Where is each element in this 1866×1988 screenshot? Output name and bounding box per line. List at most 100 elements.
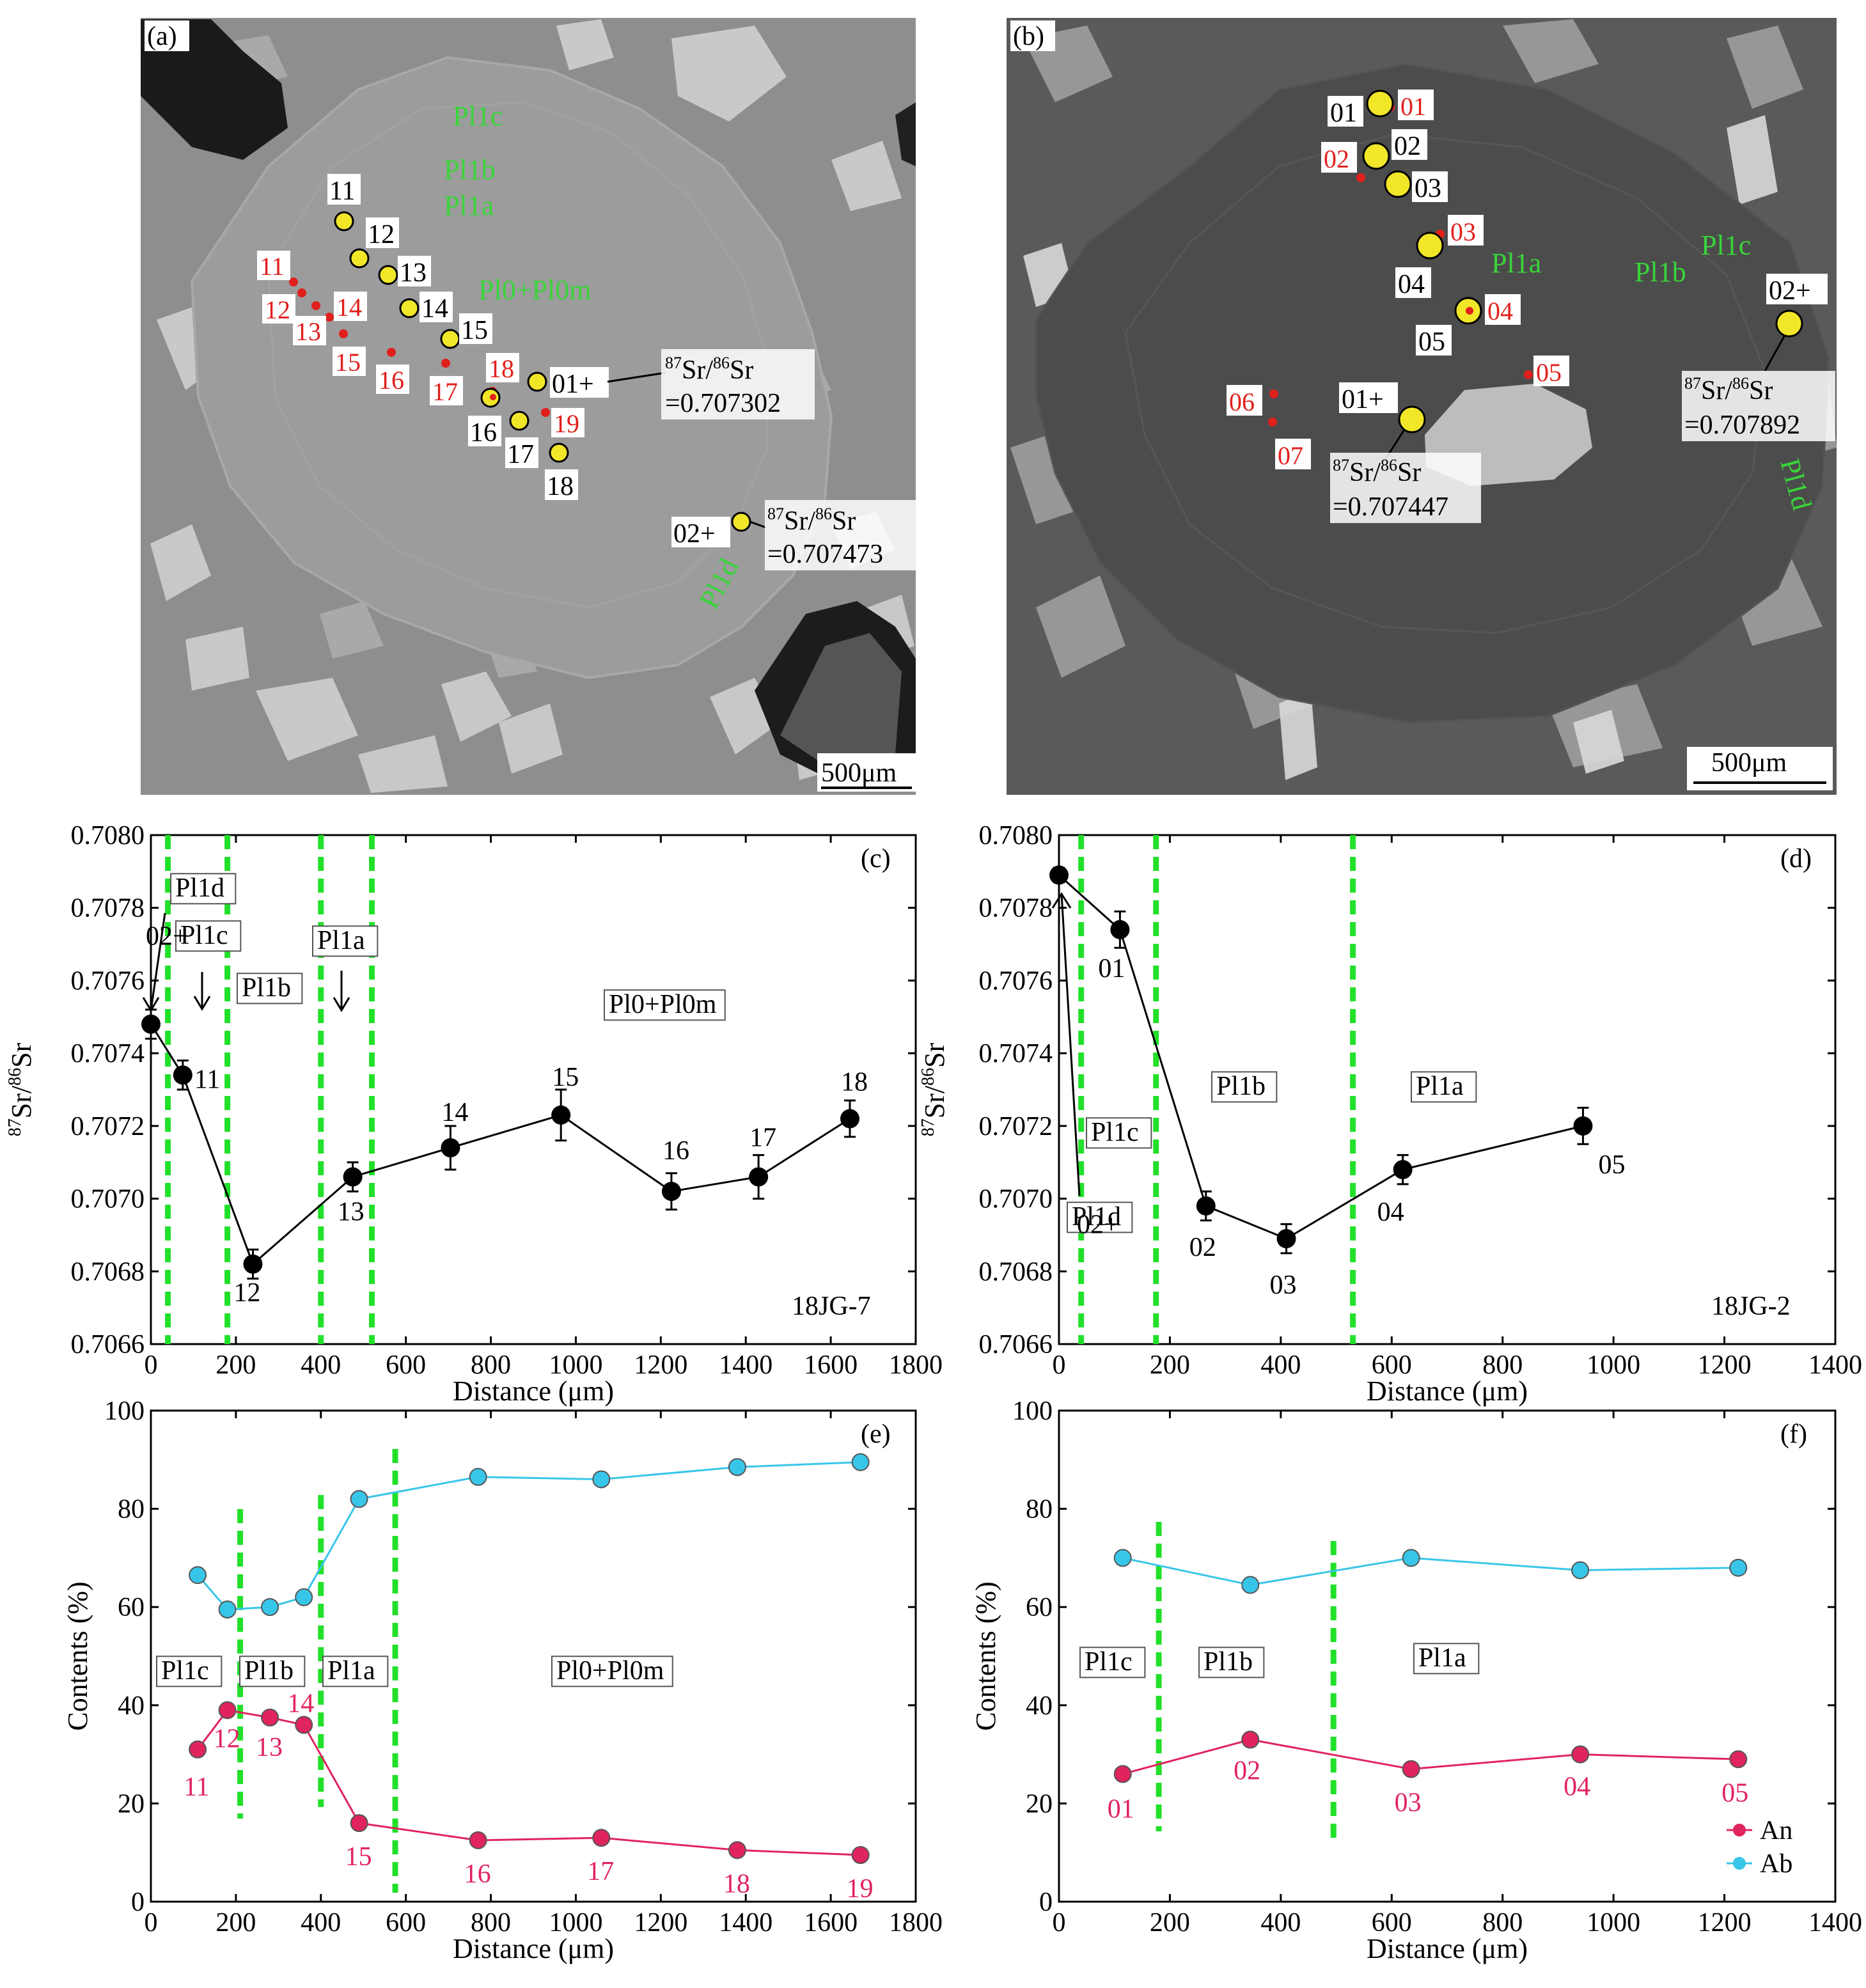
x-tick-label: 1200 bbox=[634, 1350, 687, 1380]
sr-label: 01 bbox=[1330, 98, 1357, 128]
sr-label: 16 bbox=[470, 418, 497, 448]
zone-label-pl1c: Pl1c bbox=[453, 100, 503, 132]
y-axis-label: 87Sr/86Sr bbox=[918, 1042, 950, 1136]
data-point-ab bbox=[1402, 1549, 1420, 1567]
y-tick-label: 60 bbox=[118, 1593, 145, 1622]
data-point bbox=[551, 1105, 571, 1125]
ep-label: 14 bbox=[336, 293, 362, 322]
point-label: 14 bbox=[441, 1098, 468, 1127]
sr-label-01: 01+ bbox=[1342, 385, 1384, 414]
ep-label: 03 bbox=[1450, 217, 1476, 246]
y-tick-label: 0.7066 bbox=[71, 1330, 145, 1359]
data-point bbox=[840, 1109, 860, 1129]
point-label: 18 bbox=[723, 1869, 750, 1898]
x-tick-label: 800 bbox=[1482, 1908, 1523, 1937]
sr-label: 17 bbox=[507, 440, 534, 469]
ep-label: 05 bbox=[1536, 358, 1562, 387]
scale-bar-label: 500μm bbox=[821, 758, 897, 788]
y-tick-label: 20 bbox=[118, 1789, 145, 1819]
zone-label-pl1b: Pl1b bbox=[1635, 256, 1686, 288]
x-tick-label: 600 bbox=[386, 1350, 426, 1380]
y-tick-label: 0.7068 bbox=[979, 1257, 1053, 1287]
sr-series-line bbox=[1058, 874, 1583, 1240]
ep-label: 13 bbox=[295, 317, 321, 346]
zone-label: Pl1c bbox=[161, 1656, 209, 1686]
zone-label: Pl1b bbox=[1203, 1647, 1253, 1677]
data-point-an bbox=[1571, 1745, 1590, 1764]
panel-b-image: Pl1c Pl1b Pl1a Pl1d 01 02 03 04 05 06 07 bbox=[1007, 18, 1837, 795]
y-axis-label: 87Sr/86Sr bbox=[5, 1042, 37, 1136]
zone-label-box bbox=[1067, 1201, 1133, 1233]
data-point-an bbox=[1241, 1730, 1260, 1749]
sr-ratio-value-01: =0.707447 bbox=[1333, 492, 1448, 522]
ep-label: 17 bbox=[432, 377, 458, 406]
sr-label: 02 bbox=[1394, 132, 1421, 161]
data-point-an bbox=[350, 1814, 368, 1833]
sr-label: 03 bbox=[1415, 174, 1441, 203]
y-tick-label: 60 bbox=[1026, 1593, 1053, 1622]
x-axis-label: Distance (μm) bbox=[453, 1933, 614, 1964]
x-tick-label: 600 bbox=[386, 1908, 426, 1937]
data-point bbox=[441, 1138, 460, 1157]
x-tick-label: 1200 bbox=[1698, 1908, 1752, 1937]
y-tick-label: 0.7070 bbox=[71, 1185, 145, 1214]
y-tick-label: 0.7070 bbox=[979, 1185, 1053, 1214]
arrow-head bbox=[142, 997, 160, 1012]
sample-label: 18JG-7 bbox=[792, 1292, 871, 1321]
sr-ratio-label: 87Sr/86Sr bbox=[1333, 456, 1421, 487]
data-point-ab bbox=[189, 1566, 207, 1585]
sr-label: 11 bbox=[329, 176, 355, 206]
x-tick-label: 200 bbox=[1150, 1350, 1190, 1380]
y-axis-label: Contents (%) bbox=[970, 1581, 1001, 1730]
x-axis-label: Distance (μm) bbox=[453, 1375, 614, 1407]
y-tick-label: 0.7072 bbox=[979, 1112, 1053, 1141]
legend-marker bbox=[1733, 1857, 1746, 1870]
x-tick-label: 400 bbox=[1260, 1908, 1301, 1937]
ep-label: 15 bbox=[335, 348, 361, 377]
x-tick-label: 0 bbox=[1053, 1908, 1066, 1937]
y-tick-label: 0.7078 bbox=[71, 894, 145, 923]
chart-d: 0 200 400 600 800 1000 1200 1400 0.7066 0.7068 0.7… bbox=[918, 821, 1862, 1407]
point-label: 03 bbox=[1395, 1788, 1422, 1818]
point-label: 13 bbox=[338, 1197, 365, 1226]
data-point-an bbox=[728, 1841, 746, 1859]
data-point-an bbox=[295, 1716, 313, 1734]
x-tick-label: 1400 bbox=[719, 1350, 772, 1380]
point-label: 11 bbox=[184, 1773, 209, 1802]
x-tick-label: 800 bbox=[471, 1908, 511, 1937]
zone-label: Pl0+Pl0m bbox=[556, 1656, 664, 1686]
zone-label: Pl1c bbox=[180, 921, 228, 950]
x-tick-label: 1200 bbox=[1698, 1350, 1752, 1380]
zone-label-box bbox=[312, 925, 379, 957]
sr-ratio-label: 87Sr/86Sr bbox=[1684, 374, 1773, 405]
data-point-ab bbox=[1571, 1561, 1590, 1579]
data-point-an bbox=[1113, 1765, 1132, 1783]
zone-label-box bbox=[1079, 1647, 1146, 1679]
zone-label-box bbox=[1198, 1647, 1265, 1679]
y-tick-label: 80 bbox=[1026, 1495, 1053, 1524]
y-tick-label: 0.7076 bbox=[979, 966, 1053, 996]
arrow-line bbox=[1060, 893, 1081, 1196]
ep-label: 11 bbox=[260, 252, 285, 281]
y-tick-label: 0 bbox=[131, 1888, 145, 1917]
sr-label: 14 bbox=[421, 294, 448, 324]
data-point bbox=[243, 1254, 263, 1274]
point-label: 02 bbox=[1234, 1757, 1260, 1786]
zone-label-pl1b: Pl1b bbox=[444, 154, 496, 185]
point-label: 05 bbox=[1598, 1150, 1625, 1180]
zone-label-box bbox=[551, 1655, 673, 1687]
y-tick-label: 20 bbox=[1026, 1789, 1053, 1819]
ep-label: 16 bbox=[379, 366, 404, 395]
sr-label: 05 bbox=[1418, 327, 1445, 357]
data-point-ab bbox=[851, 1453, 870, 1471]
point-label: 16 bbox=[663, 1136, 689, 1166]
legend-marker bbox=[1733, 1824, 1746, 1836]
x-tick-label: 1000 bbox=[1587, 1908, 1640, 1937]
scale-bar-label: 500μm bbox=[1711, 748, 1787, 778]
point-label: 17 bbox=[587, 1857, 614, 1886]
arrow-head bbox=[333, 997, 350, 1012]
y-tick-label: 0 bbox=[1039, 1888, 1053, 1917]
sr-label: 12 bbox=[368, 220, 395, 249]
data-point-ab bbox=[1729, 1558, 1748, 1577]
